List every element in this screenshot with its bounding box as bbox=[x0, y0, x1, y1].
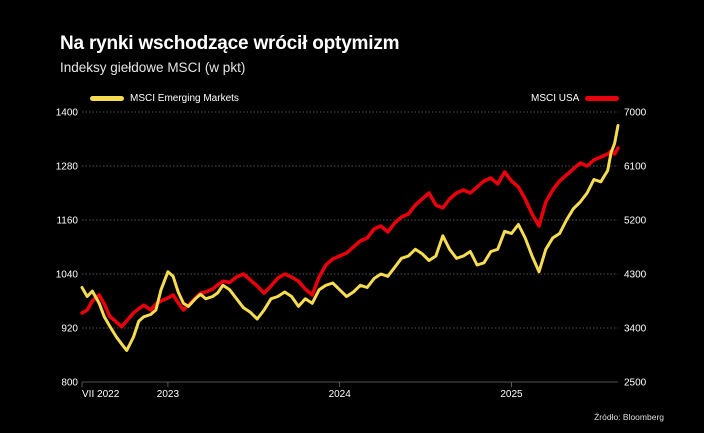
y-left-tick-label: 1280 bbox=[56, 162, 79, 173]
y-right-tick-label: 7000 bbox=[624, 108, 647, 119]
y-left-tick-label: 1040 bbox=[56, 270, 79, 281]
y-left-tick-label: 920 bbox=[61, 324, 78, 335]
x-axis: VII 2022 2023 2024 2025 bbox=[81, 382, 523, 400]
legend-swatch-usa bbox=[585, 96, 620, 101]
y-axis-right: 2500 3400 4300 5200 6100 7000 bbox=[624, 108, 647, 389]
legend-item-em: MSCI Emerging Markets bbox=[90, 93, 239, 104]
chart-subtitle: Indeksy giełdowe MSCI (w pkt) bbox=[60, 60, 246, 75]
y-right-tick-label: 4300 bbox=[624, 270, 647, 281]
y-right-tick-label: 3400 bbox=[624, 324, 647, 335]
y-left-tick-label: 1400 bbox=[56, 108, 79, 119]
series-lines bbox=[80, 124, 620, 352]
x-tick-label: 2024 bbox=[329, 389, 352, 400]
series-line-msci-usa bbox=[80, 146, 620, 329]
y-axis-left: 800 920 1040 1160 1280 1400 bbox=[56, 108, 79, 389]
source-note: Źródło: Bloomberg bbox=[594, 412, 664, 422]
grid-lines bbox=[82, 111, 618, 383]
x-tick-label: VII 2022 bbox=[82, 389, 120, 400]
y-left-tick-label: 1160 bbox=[56, 216, 78, 227]
legend-label-usa: MSCI USA bbox=[531, 93, 580, 104]
x-tick-label: 2023 bbox=[157, 389, 180, 400]
y-left-tick-label: 800 bbox=[61, 378, 78, 389]
legend-item-usa: MSCI USA bbox=[531, 93, 620, 104]
y-right-tick-label: 5200 bbox=[624, 216, 647, 227]
y-right-tick-label: 6100 bbox=[624, 162, 647, 173]
series-line-msci-em bbox=[80, 124, 620, 352]
y-right-tick-label: 2500 bbox=[624, 378, 647, 389]
legend-swatch-em bbox=[90, 96, 124, 101]
x-tick-label: 2025 bbox=[500, 389, 523, 400]
chart-title: Na rynki wschodzące wrócił optymizm bbox=[60, 33, 400, 54]
legend-label-em: MSCI Emerging Markets bbox=[130, 93, 239, 104]
